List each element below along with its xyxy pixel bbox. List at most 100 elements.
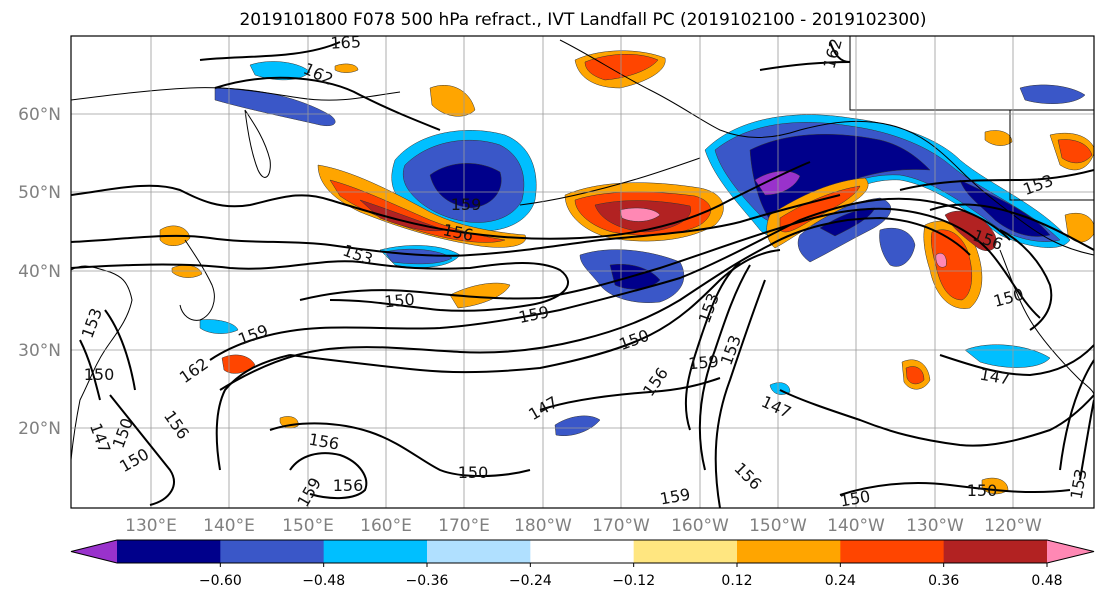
colorbar-ticks: −0.60 −0.48 −0.36 −0.24 −0.12 0.12 0.24 0.36 0.4…	[199, 563, 1063, 589]
colorbar-segment	[840, 540, 945, 563]
colorbar-tick-label: 0.48	[1031, 573, 1062, 589]
contour-line	[698, 264, 751, 471]
negative-anomaly-region	[754, 170, 801, 196]
colorbar-tick-label: 0.36	[928, 573, 959, 589]
negative-anomaly-region	[199, 319, 239, 334]
contour-line	[714, 279, 766, 508]
contour-line	[269, 422, 531, 477]
positive-anomaly-region	[619, 207, 661, 222]
lon-label: 180°W	[514, 516, 572, 536]
contour-line	[539, 377, 721, 411]
lat-label: 50°N	[18, 183, 61, 203]
colorbar-segment	[220, 540, 325, 563]
map-frame	[70, 35, 1095, 509]
contour-line	[299, 207, 1041, 319]
contour-line	[109, 394, 175, 506]
map-panel: 165 162 162 162 159 159 159 159 159 159 …	[70, 32, 1095, 511]
coastline-japan	[179, 239, 215, 321]
colorbar-extend-low	[71, 540, 117, 563]
contour-line	[1059, 359, 1094, 471]
positive-anomaly-region	[334, 63, 359, 73]
contour-line	[71, 194, 841, 257]
negative-anomaly-region	[964, 344, 1051, 368]
colorbar-tick-label: −0.12	[612, 573, 655, 589]
height-contours	[71, 41, 1094, 508]
lon-label: 160°W	[671, 516, 729, 536]
contour-line	[289, 452, 368, 500]
contour-label: 165	[330, 32, 361, 53]
contour-line	[215, 249, 781, 471]
colorbar-segment	[323, 540, 428, 563]
contour-line	[214, 76, 441, 131]
contour-label: 156	[333, 476, 364, 495]
contour-label: 159	[451, 195, 482, 214]
lon-label: 130°W	[906, 516, 964, 536]
colorbar-segments	[117, 540, 1048, 563]
contour-line	[929, 203, 1094, 251]
coastline-alaska	[559, 39, 1094, 256]
gridlines	[71, 36, 1094, 508]
lon-label: 170°E	[438, 516, 490, 536]
border-us	[1009, 110, 1094, 201]
contour-line	[104, 309, 136, 391]
contour-line	[71, 161, 811, 240]
positive-anomaly-region	[317, 164, 526, 248]
colorbar-tick-label: −0.24	[509, 573, 552, 589]
lon-label: 170°W	[592, 516, 650, 536]
longitude-labels: 130°E 140°E 150°E 160°E 170°E 180°W 170°…	[125, 516, 1042, 536]
negative-anomaly-region	[554, 415, 601, 436]
contour-label: 150	[458, 463, 489, 482]
lon-label: 140°E	[203, 516, 255, 536]
contour-label: 150	[383, 290, 415, 312]
contour-line	[999, 229, 1053, 331]
lon-label: 140°W	[827, 516, 885, 536]
colorbar-segment	[427, 540, 531, 563]
contour-label: 150	[838, 487, 871, 511]
contour-line	[71, 260, 569, 312]
contour-line	[839, 482, 1071, 496]
contour-label: 150	[84, 365, 115, 384]
colorbar-tick-label: −0.36	[406, 573, 449, 589]
coastline-aleutians	[519, 157, 701, 206]
contour-line	[684, 261, 741, 431]
contour-line	[779, 389, 1094, 447]
negative-anomaly-region	[1019, 84, 1086, 104]
contour-line	[1079, 399, 1094, 481]
colorbar-segment	[943, 540, 1048, 563]
colorbar-tick-label: −0.48	[302, 573, 345, 589]
latitude-labels: 60°N 50°N 40°N 30°N 20°N	[18, 105, 61, 439]
positive-anomaly-region	[905, 366, 925, 385]
negative-anomaly-region	[609, 264, 661, 290]
lon-label: 150°E	[282, 516, 334, 536]
lon-label: 120°W	[984, 516, 1042, 536]
contour-line	[829, 41, 851, 63]
colorbar-tick-label: −0.60	[199, 573, 242, 589]
negative-anomaly-region	[879, 227, 916, 267]
contour-line	[199, 41, 341, 61]
contour-label: 159	[687, 352, 719, 374]
lon-label: 130°E	[125, 516, 177, 536]
lat-label: 20°N	[18, 419, 61, 439]
coastlines	[71, 36, 1094, 461]
coastline-kamchatka	[244, 109, 271, 178]
contour-line	[759, 61, 851, 71]
colorbar-segment	[633, 540, 738, 563]
colorbar-extend-high	[1047, 540, 1094, 563]
colorbar-tick-label: 0.12	[721, 573, 752, 589]
coastline-siberia	[71, 87, 401, 101]
contour-line	[899, 169, 1094, 191]
contour-line	[79, 339, 101, 401]
contour-label: 159	[658, 485, 691, 509]
lat-label: 30°N	[18, 341, 61, 361]
positive-anomaly-region	[449, 282, 511, 309]
lat-label: 40°N	[18, 262, 61, 282]
map-title: 2019101800 F078 500 hPa refract., IVT La…	[239, 10, 926, 30]
colorbar: −0.60 −0.48 −0.36 −0.24 −0.12 0.12 0.24 0.36 0.4…	[70, 539, 1095, 589]
contour-label: 150	[967, 481, 998, 500]
lon-label: 160°E	[360, 516, 412, 536]
colorbar-segment	[737, 540, 841, 563]
contour-line	[219, 216, 971, 391]
lon-label: 150°W	[749, 516, 807, 536]
positive-anomaly-region	[984, 130, 1013, 146]
